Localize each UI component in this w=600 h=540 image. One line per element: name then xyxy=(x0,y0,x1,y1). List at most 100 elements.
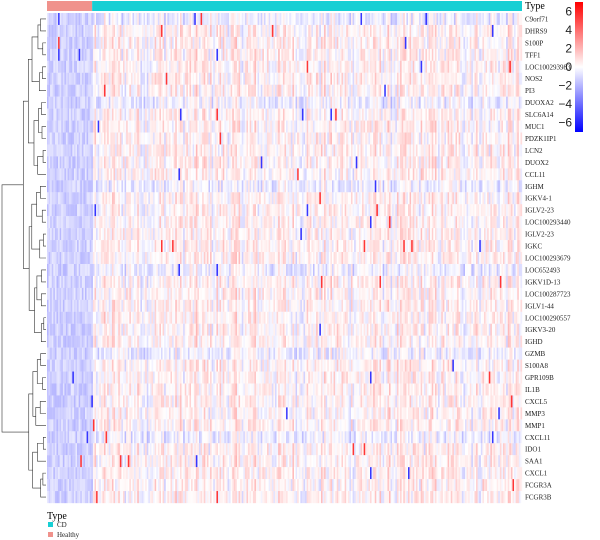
heatmap-cell xyxy=(62,132,65,145)
heatmap-cell xyxy=(436,156,439,169)
heatmap-cell xyxy=(252,48,255,61)
heatmap-cell xyxy=(72,192,75,205)
heatmap-cell xyxy=(446,60,448,73)
heatmap-cell xyxy=(162,48,165,61)
heatmap-cell xyxy=(91,108,94,121)
heatmap-cell xyxy=(186,84,189,97)
heatmap-cell xyxy=(401,24,404,38)
heatmap-cell xyxy=(191,48,193,61)
heatmap-cell xyxy=(148,180,151,193)
heatmap-cell xyxy=(414,108,417,121)
heatmap-cell xyxy=(333,48,336,61)
heatmap-cell xyxy=(427,156,429,169)
heatmap-cell xyxy=(69,13,71,26)
heatmap-cell xyxy=(176,144,179,157)
heatmap-cell xyxy=(104,156,106,169)
heatmap-cell xyxy=(374,180,377,193)
heatmap-cell xyxy=(259,132,261,145)
heatmap-cell xyxy=(284,48,287,61)
heatmap-cell xyxy=(430,72,432,85)
heatmap-cell xyxy=(62,24,65,38)
heatmap-cell xyxy=(199,192,201,205)
heatmap-cell xyxy=(172,48,174,61)
heatmap-cell xyxy=(273,60,276,73)
heatmap-cell xyxy=(509,13,512,26)
heatmap-cell xyxy=(216,72,219,85)
heatmap-cell xyxy=(175,168,177,181)
heatmap-cell xyxy=(371,156,374,169)
heatmap-cell xyxy=(365,180,367,193)
heatmap-cell xyxy=(222,192,225,205)
heatmap-cell xyxy=(504,96,507,109)
heatmap-cell xyxy=(66,132,68,145)
heatmap-cell xyxy=(450,96,453,109)
heatmap-cell xyxy=(518,132,521,145)
heatmap-cell xyxy=(468,108,470,121)
heatmap-cell xyxy=(210,96,212,109)
heatmap-cell xyxy=(97,72,100,85)
heatmap-cell xyxy=(313,192,315,205)
heatmap-cell xyxy=(89,72,92,85)
heatmap-cell xyxy=(474,132,477,145)
heatmap-cell xyxy=(69,108,71,121)
heatmap-cell xyxy=(72,60,75,73)
heatmap-cell xyxy=(219,204,222,217)
heatmap-cell xyxy=(64,156,67,169)
heatmap-cell xyxy=(62,60,65,73)
heatmap-cell xyxy=(192,192,195,205)
heatmap-cell xyxy=(256,13,258,26)
heatmap-cell xyxy=(203,72,206,85)
heatmap-cell xyxy=(408,48,410,61)
heatmap-cell xyxy=(373,192,375,205)
heatmap-cell xyxy=(477,108,480,121)
heatmap-cell xyxy=(341,13,344,26)
heatmap-cell xyxy=(382,60,385,73)
heatmap-cell xyxy=(286,96,288,109)
heatmap-cell xyxy=(59,156,62,169)
heatmap-cell xyxy=(414,132,417,145)
heatmap-cell xyxy=(379,13,382,26)
heatmap-cell xyxy=(156,13,158,26)
heatmap-cell xyxy=(286,24,288,38)
heatmap-cell xyxy=(124,72,127,85)
heatmap-cell xyxy=(488,108,491,121)
heatmap-cell xyxy=(327,168,329,181)
heatmap-cell xyxy=(490,60,493,73)
heatmap-cell xyxy=(118,156,120,169)
heatmap-cell xyxy=(415,120,418,133)
heatmap-cell xyxy=(140,24,143,38)
heatmap-cell xyxy=(400,156,402,169)
heatmap-cell xyxy=(213,180,215,193)
heatmap-cell xyxy=(496,156,499,169)
heatmap-cell xyxy=(384,72,386,85)
heatmap-cell xyxy=(292,36,295,49)
heatmap-cell xyxy=(149,24,152,38)
heatmap-cell xyxy=(301,192,304,205)
heatmap-cell xyxy=(119,192,122,205)
heatmap-cell xyxy=(208,96,211,109)
heatmap-cell xyxy=(308,13,310,26)
heatmap-cell xyxy=(387,48,390,61)
heatmap-cell xyxy=(107,96,109,109)
heatmap-cell xyxy=(58,84,60,97)
heatmap-cell xyxy=(146,120,149,133)
heatmap-cell xyxy=(127,24,130,38)
heatmap-cell xyxy=(444,13,447,26)
heatmap-cell xyxy=(267,108,269,121)
heatmap-cell xyxy=(317,144,320,157)
heatmap-cell xyxy=(370,180,372,193)
heatmap-cell xyxy=(222,72,225,85)
heatmap-cell xyxy=(328,120,331,133)
heatmap-cell xyxy=(317,48,320,61)
heatmap-cell xyxy=(306,156,309,169)
heatmap-cell xyxy=(496,132,499,145)
heatmap-cell xyxy=(127,180,130,193)
heatmap-cell xyxy=(51,13,54,26)
heatmap-cell xyxy=(460,96,462,109)
heatmap-cell xyxy=(382,13,385,26)
heatmap-cell xyxy=(203,120,206,133)
heatmap-cell xyxy=(476,36,478,49)
heatmap-cell xyxy=(110,24,113,38)
heatmap-cell xyxy=(298,60,301,73)
heatmap-cell xyxy=(384,13,386,26)
